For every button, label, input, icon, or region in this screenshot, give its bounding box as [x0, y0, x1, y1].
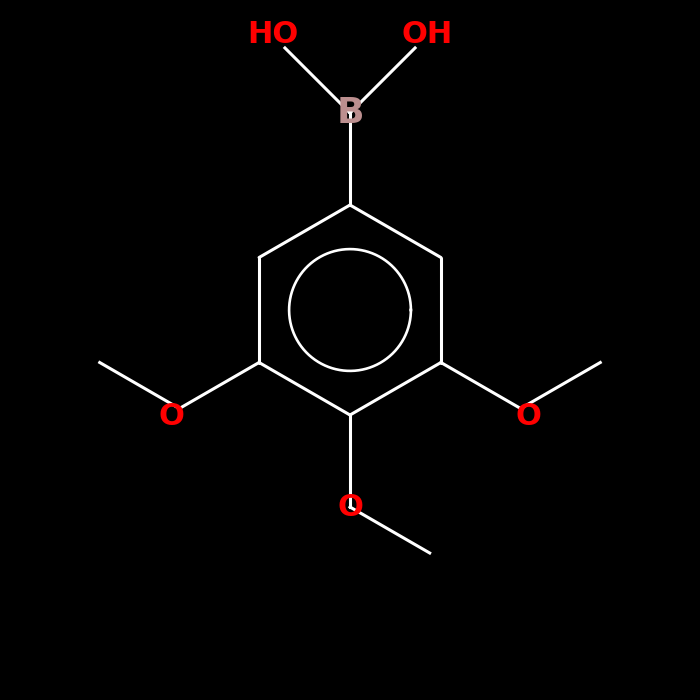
Text: OH: OH — [401, 20, 453, 50]
Text: HO: HO — [247, 20, 299, 50]
Text: O: O — [337, 493, 363, 522]
Text: O: O — [516, 402, 542, 431]
Text: O: O — [158, 402, 184, 431]
Text: B: B — [336, 96, 364, 130]
